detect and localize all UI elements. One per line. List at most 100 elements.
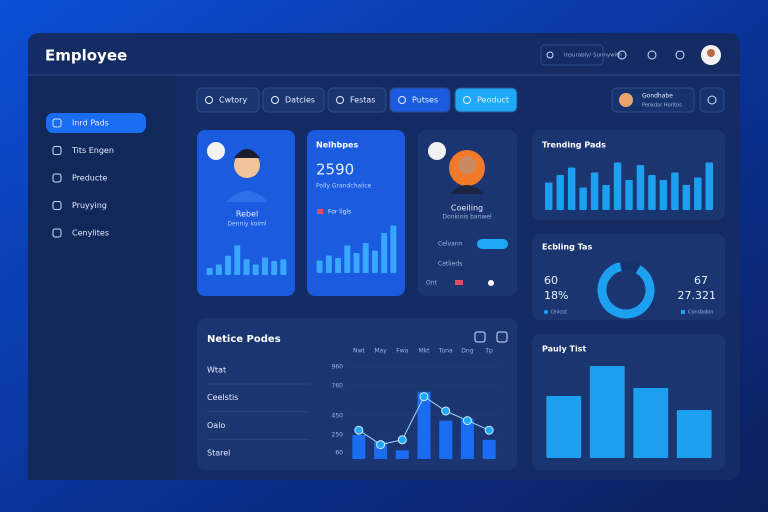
profile2-row: Ont bbox=[426, 280, 438, 287]
user-action-icon bbox=[707, 95, 717, 105]
profile2-thumb bbox=[428, 142, 446, 160]
user-action[interactable] bbox=[699, 87, 725, 113]
sidebar-icon bbox=[52, 201, 62, 210]
notice-title: Netice Podes bbox=[207, 334, 281, 345]
tab[interactable] bbox=[389, 87, 451, 113]
bar bbox=[417, 391, 431, 459]
y-tick-label: 960 bbox=[332, 363, 344, 370]
profile-thumb bbox=[207, 142, 225, 160]
sidebar-icon bbox=[52, 173, 62, 183]
bar bbox=[325, 255, 332, 273]
bar bbox=[439, 420, 453, 459]
icon-grid[interactable] bbox=[617, 50, 627, 60]
bar bbox=[671, 172, 679, 210]
bar bbox=[482, 439, 496, 459]
stats-note: For ligls bbox=[328, 209, 351, 216]
status-chip[interactable] bbox=[540, 44, 604, 66]
bar bbox=[353, 253, 360, 273]
bar bbox=[335, 258, 342, 273]
tab[interactable] bbox=[262, 87, 325, 113]
bar bbox=[225, 255, 232, 275]
tab-icon bbox=[271, 96, 279, 104]
donut-right-value: 67 bbox=[694, 274, 708, 287]
sidebar-item[interactable]: Cenylites bbox=[72, 229, 109, 238]
bar bbox=[243, 259, 250, 275]
donut-left-legend: Dnicot bbox=[551, 310, 567, 316]
bar bbox=[613, 162, 622, 210]
tab-icon bbox=[463, 96, 471, 104]
tab[interactable] bbox=[454, 87, 518, 113]
tab[interactable] bbox=[196, 87, 260, 113]
stats-subtitle: Polly Grandchaiice bbox=[316, 183, 372, 190]
bar bbox=[625, 180, 633, 210]
tab-icon bbox=[336, 96, 344, 104]
toggle[interactable] bbox=[477, 239, 508, 249]
icon-notify[interactable] bbox=[675, 50, 685, 60]
donut-title: Ecbling Tas bbox=[542, 243, 592, 252]
icon-search[interactable] bbox=[647, 50, 657, 60]
sidebar-item[interactable]: Preducte bbox=[72, 174, 107, 183]
profile2-row: Celvann bbox=[438, 241, 463, 248]
y-tick-label: 60 bbox=[335, 450, 343, 457]
app-title: Employee bbox=[45, 47, 127, 65]
x-tick-label: Mkt bbox=[418, 348, 430, 355]
sidebar-icon bbox=[52, 228, 62, 238]
bar bbox=[590, 172, 599, 210]
legend-square bbox=[681, 310, 685, 314]
sidebar-item[interactable]: Tits Engen bbox=[71, 146, 114, 155]
x-tick-label: Dng bbox=[461, 348, 473, 355]
tab-icon bbox=[398, 96, 406, 104]
bar bbox=[352, 435, 366, 459]
bar bbox=[371, 250, 378, 273]
bar bbox=[362, 243, 369, 273]
profile-card bbox=[197, 130, 295, 296]
icon-lock[interactable] bbox=[496, 331, 508, 343]
bar bbox=[602, 185, 610, 210]
bar bbox=[344, 245, 351, 273]
bar bbox=[390, 225, 397, 273]
x-tick-label: May bbox=[374, 348, 387, 355]
tab-label: Peoduct bbox=[477, 96, 509, 105]
status-text: Insurably/ Sunnywith bbox=[564, 53, 622, 59]
sidebar-icon bbox=[52, 146, 62, 155]
user-role: Penkdar Horitos bbox=[642, 103, 682, 109]
x-tick-label: Tp bbox=[484, 348, 493, 355]
row-dot bbox=[488, 280, 494, 286]
user-avatar bbox=[619, 93, 633, 107]
notice-label: Ceelstis bbox=[207, 393, 238, 402]
line-point bbox=[397, 435, 407, 445]
sidebar bbox=[28, 75, 176, 480]
sidebar-item[interactable]: Pruyying bbox=[72, 201, 107, 210]
bar bbox=[460, 418, 474, 459]
x-tick-label: Tuna bbox=[438, 348, 453, 355]
bar bbox=[659, 180, 668, 210]
donut-arc bbox=[597, 261, 655, 319]
stats-title: Nelhbpes bbox=[316, 141, 358, 150]
donut-right-legend: Condadon bbox=[688, 310, 713, 316]
tab[interactable] bbox=[327, 87, 387, 113]
user-chip[interactable] bbox=[611, 87, 695, 113]
bar bbox=[395, 450, 409, 459]
notice-card bbox=[197, 318, 517, 470]
sidebar-active bbox=[46, 113, 146, 133]
user-name: Gondhabe bbox=[642, 93, 673, 100]
x-tick-label: Fwa bbox=[396, 348, 408, 355]
tab-label: Datcies bbox=[285, 96, 315, 105]
bar bbox=[316, 260, 323, 273]
bar bbox=[546, 396, 582, 458]
profile2-card bbox=[418, 130, 517, 296]
line-point bbox=[462, 416, 472, 426]
y-tick-label: 450 bbox=[332, 412, 344, 419]
line-point bbox=[354, 425, 364, 435]
bar bbox=[556, 175, 564, 210]
bar bbox=[579, 187, 587, 210]
icon-copy[interactable] bbox=[474, 331, 486, 343]
notice-label: Oalo bbox=[207, 421, 225, 430]
bar bbox=[252, 264, 259, 275]
stats-card bbox=[307, 130, 405, 296]
bar bbox=[280, 259, 287, 275]
line-point bbox=[441, 406, 451, 416]
stats-flag bbox=[317, 209, 323, 214]
sidebar-item[interactable]: Inrd Pads bbox=[72, 119, 109, 128]
bar bbox=[206, 268, 213, 275]
